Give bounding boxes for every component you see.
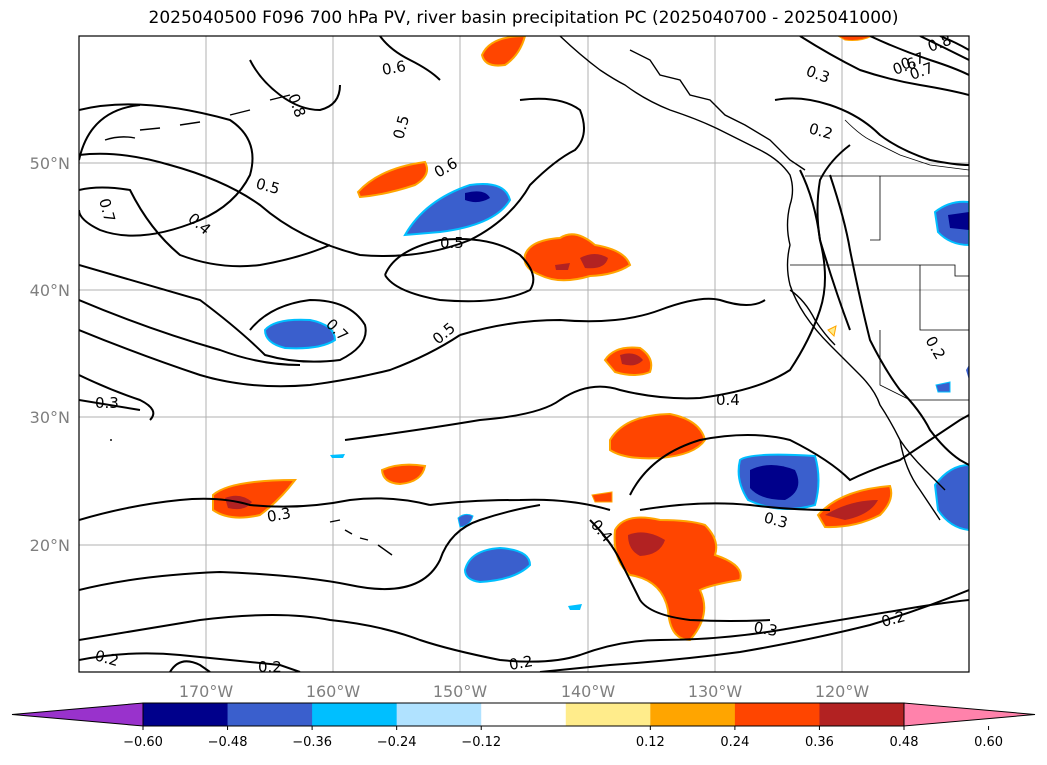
negative-precip-area [933, 463, 969, 532]
positive-precip-area [555, 263, 570, 270]
colorbar-segment [565, 703, 651, 726]
positive-precip-area [825, 500, 878, 520]
colorbar-tick-label: −0.24 [377, 735, 417, 750]
colorbar-segment [650, 703, 736, 726]
contour-label: 0.3 [95, 394, 119, 412]
negative-precip-area [263, 318, 337, 350]
negative-precip-area [568, 604, 582, 610]
positive-precip-area [580, 254, 608, 269]
gridlines [79, 36, 969, 672]
contour-label: 0.5 [440, 234, 464, 252]
colorbar-segment [143, 703, 229, 726]
figure-title: 2025040500 F096 700 hPa PV, river basin … [148, 8, 899, 28]
colorbar-tick-label: 0.36 [805, 735, 834, 750]
lon-tick-labels: 170°W 160°W 150°W 140°W 130°W 120°W [179, 682, 870, 701]
contour-label: 0.3 [266, 504, 293, 526]
map-frame [78, 35, 970, 673]
contour-label: 0.2 [258, 658, 282, 676]
map-background [79, 36, 969, 672]
contour-label: 0.2 [879, 607, 907, 631]
contour-label: 0.2 [93, 646, 121, 670]
lat-tick-label: 30°N [30, 408, 70, 427]
lon-tick-label: 170°W [179, 682, 234, 701]
colorbar-extend-low [11, 702, 144, 727]
colorbar-tick-label: −0.60 [123, 735, 163, 750]
lon-tick-label: 120°W [815, 682, 870, 701]
colorbar-tick-label: 0.12 [636, 735, 665, 750]
contour-label: 0.3 [752, 618, 779, 640]
positive-precip-area [591, 491, 613, 503]
positive-precip-area [380, 463, 427, 486]
colorbar-extend-high [903, 702, 1036, 727]
colorbar-segment [227, 703, 313, 726]
positive-precip-area [827, 325, 837, 338]
colorbar-outline [142, 702, 905, 727]
colorbar-tick-label: 0.24 [720, 735, 749, 750]
contour-label: 0.7 [95, 196, 119, 224]
lat-tick-label: 40°N [30, 281, 70, 300]
lon-tick-label: 150°W [433, 682, 488, 701]
lon-tick-label: 130°W [688, 682, 743, 701]
negative-precip-area [750, 465, 799, 500]
contour-label: 0.3 [762, 508, 790, 532]
colorbar-tick-label: −0.12 [461, 735, 501, 750]
colorbar-tick-label: 0.60 [974, 735, 1003, 750]
negative-precip-area [463, 546, 532, 584]
colorbar-tick-label: 0.48 [890, 735, 919, 750]
positive-precip-area [628, 532, 665, 556]
contour-label: 0.6 [381, 57, 408, 79]
pv-contours [79, 36, 969, 672]
negative-precip-area [465, 191, 490, 203]
coastlines [104, 36, 946, 556]
lat-tick-label: 20°N [30, 536, 70, 555]
colorbar-tick-label: −0.36 [292, 735, 332, 750]
colorbar-segment [819, 703, 905, 726]
contour-label: 0.2 [508, 652, 535, 674]
negative-precip-area [330, 454, 345, 458]
lon-tick-label: 160°W [306, 682, 361, 701]
contour-label: 0.4 [716, 391, 740, 409]
colorbar-segment [396, 703, 482, 726]
contour-label: 0.5 [254, 174, 282, 198]
contour-label: 0.2 [807, 119, 835, 143]
colorbar-segment [481, 703, 567, 726]
negative-precip-area [966, 365, 969, 380]
contour-label: 0.5 [389, 113, 413, 141]
colorbar: −0.60 −0.48 −0.36 −0.24 −0.12 0.12 0.24 0.36 0.4… [11, 702, 1036, 750]
lat-tick-labels: 50°N 40°N 30°N 20°N [30, 154, 70, 555]
colorbar-tick-label: −0.48 [208, 735, 248, 750]
positive-precip-area [620, 353, 643, 366]
negative-precip-area [457, 513, 474, 528]
precip-blobs [212, 36, 969, 642]
colorbar-segment [734, 703, 820, 726]
colorbar-segment [312, 703, 398, 726]
lon-tick-label: 140°W [561, 682, 616, 701]
positive-precip-area [480, 36, 527, 67]
positive-precip-area [356, 160, 428, 199]
negative-precip-area [948, 212, 969, 230]
negative-precip-area [935, 381, 951, 393]
positive-precip-area [523, 233, 632, 282]
lat-tick-label: 50°N [30, 154, 70, 173]
